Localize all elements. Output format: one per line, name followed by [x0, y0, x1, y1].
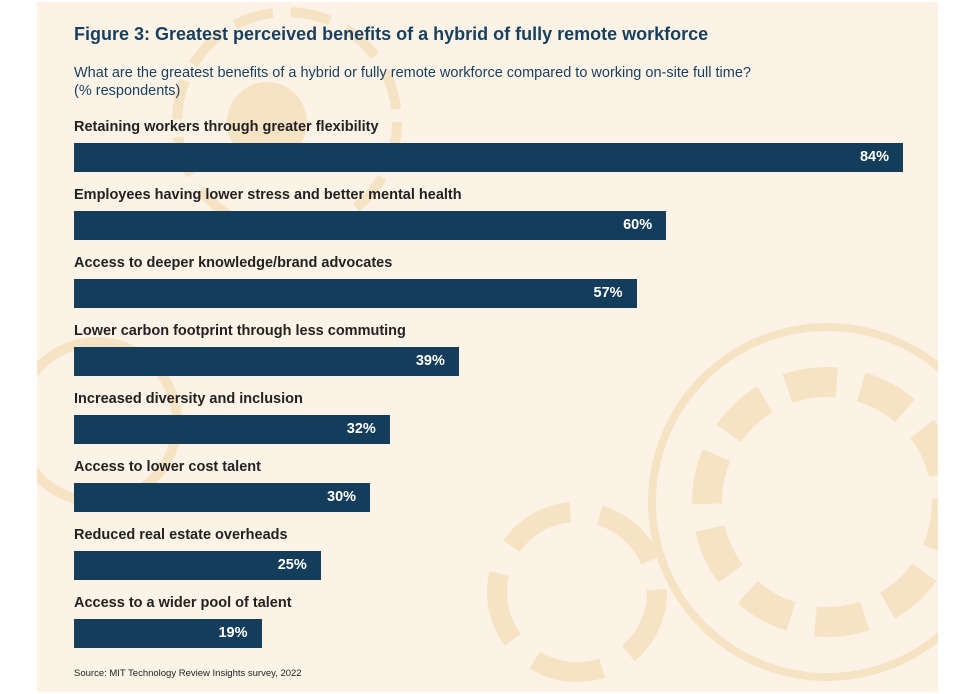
data-label: 19%: [218, 625, 248, 641]
subtitle-question: What are the greatest benefits of a hybr…: [74, 65, 751, 81]
chart-title: Figure 3: Greatest perceived benefits of…: [74, 24, 709, 44]
bar: 57%: [74, 279, 637, 308]
source-note: Source: MIT Technology Review Insights s…: [74, 668, 302, 679]
category-label: Access to lower cost talent: [74, 459, 261, 475]
data-label: 84%: [859, 149, 889, 165]
data-label: 25%: [277, 557, 307, 573]
decorative-background: [37, 7, 938, 682]
category-label: Access to deeper knowledge/brand advocat…: [74, 255, 393, 271]
chart-subtitle: What are the greatest benefits of a hybr…: [74, 64, 914, 100]
bar: 30%: [74, 483, 371, 512]
category-label: Employees having lower stress and better…: [74, 187, 462, 203]
bar: 32%: [74, 415, 390, 444]
bar: 84%: [74, 143, 903, 172]
bar: 39%: [74, 347, 459, 376]
bar: 60%: [74, 211, 667, 240]
category-label: Access to a wider pool of talent: [74, 595, 292, 611]
category-label: Retaining workers through greater flexib…: [74, 119, 379, 135]
data-label: 30%: [327, 489, 357, 505]
category-label: Lower carbon footprint through less comm…: [74, 323, 406, 339]
data-label: 60%: [623, 217, 653, 233]
category-label: Increased diversity and inclusion: [74, 391, 303, 407]
bar: 19%: [74, 619, 262, 648]
data-label: 32%: [346, 421, 376, 437]
category-label: Reduced real estate overheads: [74, 527, 288, 543]
data-label: 57%: [593, 285, 623, 301]
subtitle-unit: (% respondents): [74, 83, 181, 99]
data-label: 39%: [415, 353, 445, 369]
bar: 25%: [74, 551, 321, 580]
